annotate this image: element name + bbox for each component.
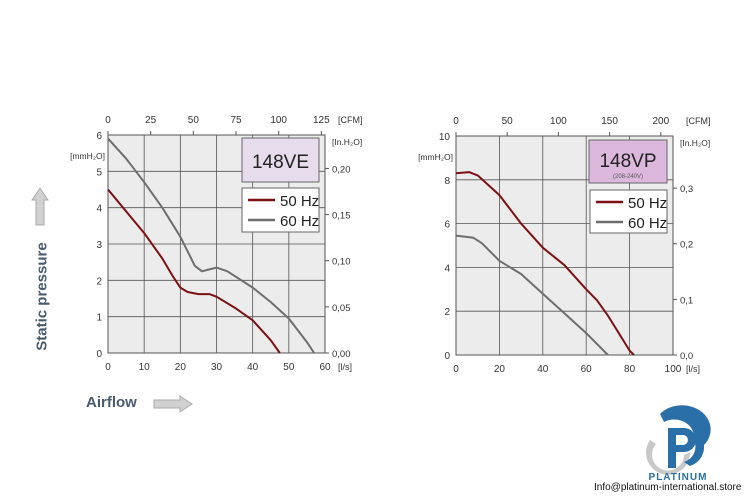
inh2o-tick-label: 0,00 [332,349,351,360]
logo-arc [660,405,711,466]
y-tick-label: 4 [444,263,450,274]
x-tick-label: 80 [624,364,636,375]
cfm-tick-label: 150 [601,116,618,127]
y-tick-label: 2 [96,276,102,287]
cfm-tick-label: 75 [230,115,242,126]
x-tick-label: 60 [581,364,593,375]
series-line-50hz [455,171,635,356]
inh2o-tick-label: 0,05 [332,303,351,314]
cfm-tick-label: 25 [145,115,157,126]
legend-box [589,189,668,234]
y-tick-label: 4 [96,204,102,215]
y-tick-label: 0 [96,349,102,360]
legend-label: 50 Hz [628,195,667,212]
contact-email: Info@platinum-international.store [594,482,742,493]
inh2o-tick-label: 0,3 [680,184,693,195]
x2-axis-unit: [CFM] [686,116,711,126]
inh2o-tick-label: 0,1 [680,295,693,306]
inh2o-tick-label: 0,10 [332,257,351,268]
y-axis-unit: [mmH₂O] [70,151,105,161]
y-tick-label: 1 [96,313,102,324]
cfm-tick-label: 100 [550,116,567,127]
model-subtitle: (208-240V) [613,174,643,180]
legend-label: 60 Hz [628,215,667,232]
up-arrow-icon [31,187,49,226]
airflow-label: Airflow [86,394,137,411]
x-tick-label: 20 [494,364,506,375]
x-tick-label: 20 [175,362,187,373]
y-tick-label: 3 [96,240,102,251]
x-tick-label: 10 [139,362,151,373]
model-title: 148VP [599,151,656,172]
inh2o-tick-label: 0,0 [680,351,693,362]
x-axis-unit: [l/s] [338,362,352,372]
model-title-box [588,139,668,184]
x-tick-label: 100 [665,364,682,375]
series-line-60hz [455,234,609,356]
y-axis-unit: [mmH₂O] [418,152,453,162]
cfm-tick-label: 125 [313,115,330,126]
x-tick-label: 0 [105,362,111,373]
y-tick-label: 0 [444,351,450,362]
y-tick-label: 6 [444,220,450,231]
legend-label: 60 Hz [280,213,319,230]
x-tick-label: 0 [453,364,459,375]
logo-swoosh [646,440,691,475]
cfm-tick-label: 200 [652,116,669,127]
y-tick-label: 2 [444,307,450,318]
cfm-tick-label: 50 [188,115,200,126]
y2-axis-unit: [In.H₂O] [680,138,710,148]
series-line-50hz [107,188,281,354]
y2-axis-unit: [In.H₂O] [332,137,362,147]
x-tick-label: 50 [283,362,295,373]
x-axis-unit: [l/s] [686,364,700,374]
x-tick-label: 30 [211,362,223,373]
x-tick-label: 40 [247,362,259,373]
inh2o-tick-label: 0,20 [332,164,351,175]
x2-axis-unit: [CFM] [338,115,363,125]
y-tick-label: 10 [439,132,451,143]
legend-label: 50 Hz [280,193,319,210]
inh2o-tick-label: 0,2 [680,240,693,251]
inh2o-tick-label: 0,15 [332,211,351,222]
cfm-tick-label: 0 [105,115,111,126]
legend-box [241,187,320,233]
logo-brand-text: PLATINUM [649,472,708,483]
model-title-box [241,137,320,183]
x-tick-label: 40 [537,364,549,375]
static-pressure-label: Static pressure [33,242,51,351]
cfm-tick-label: 0 [453,116,459,127]
cfm-tick-label: 100 [270,115,287,126]
y-tick-label: 5 [96,167,102,178]
y-tick-label: 6 [96,131,102,142]
series-line-60hz [107,137,315,354]
platinum-logo: PLATINUM [646,405,711,483]
x-tick-label: 60 [319,362,331,373]
y-tick-label: 8 [444,176,450,187]
model-title: 148VE [252,152,309,173]
logo-p-letter [668,428,696,468]
right-arrow-icon [153,395,193,413]
cfm-tick-label: 50 [502,116,514,127]
